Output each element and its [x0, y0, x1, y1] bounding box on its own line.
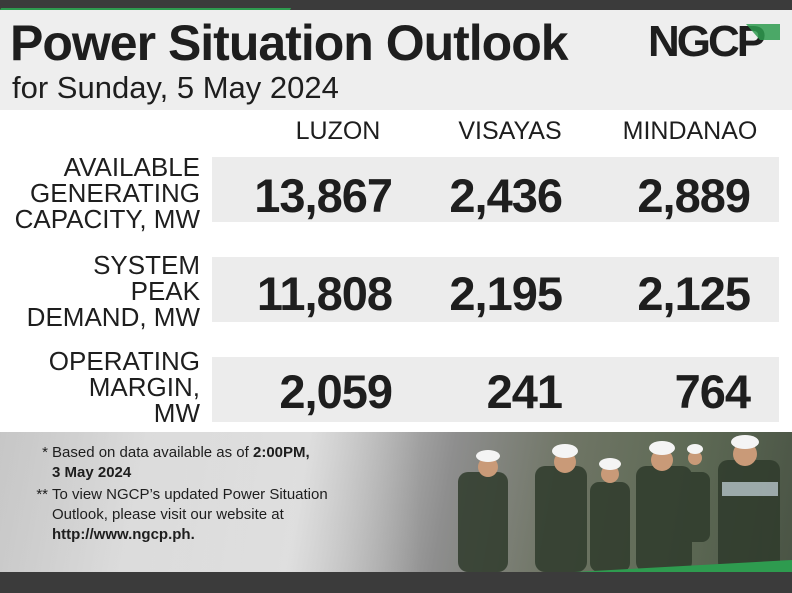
value-margin-mindanao: 764	[674, 365, 751, 418]
top-bar	[0, 0, 792, 10]
value-margin-luzon: 2,059	[279, 365, 393, 418]
row-label-operating-margin: OPERATING MARGIN, MW	[0, 348, 200, 426]
bottom-bar	[0, 572, 792, 593]
column-header-luzon: LUZON	[295, 117, 381, 145]
note-marker: **	[36, 486, 48, 503]
row-label-line: OPERATING	[48, 346, 200, 376]
note-text: To view NGCP’s updated Power Situation	[52, 486, 328, 503]
value-demand-mindanao: 2,125	[637, 267, 751, 320]
value-available-visayas: 2,436	[449, 169, 563, 222]
note-time: 2:00PM,	[252, 444, 310, 461]
note-text: Outlook, please visit our website at	[52, 506, 284, 523]
row-label-line: DEMAND, MW	[26, 302, 200, 332]
note-data-source: * Based on data available as of 2:00PM, 3…	[30, 443, 310, 483]
row-background-available-capacity	[212, 157, 779, 222]
photo-fade-overlay	[0, 432, 420, 572]
value-available-luzon: 13,867	[254, 169, 393, 222]
value-demand-luzon: 11,808	[256, 267, 393, 320]
row-background-operating-margin	[212, 357, 779, 422]
column-header-visayas: VISAYAS	[458, 117, 562, 145]
row-label-available-capacity: AVAILABLE GENERATING CAPACITY, MW	[0, 154, 200, 232]
ngcp-logo: NGCP	[648, 18, 780, 62]
note-marker: *	[42, 444, 48, 461]
row-label-line: GENERATING	[30, 178, 200, 208]
row-background-peak-demand	[212, 257, 779, 322]
column-header-mindanao: MINDANAO	[622, 117, 758, 145]
header-panel	[0, 10, 792, 110]
row-label-line: MARGIN,	[88, 372, 200, 402]
page-subtitle: for Sunday, 5 May 2024	[12, 70, 339, 105]
value-available-mindanao: 2,889	[637, 169, 751, 222]
linemen-photo	[0, 432, 792, 572]
workers-illustration	[458, 435, 780, 572]
website-link[interactable]: http://www.ngcp.ph.	[52, 526, 195, 543]
value-margin-visayas: 241	[486, 365, 563, 418]
value-demand-visayas: 2,195	[449, 267, 563, 320]
row-label-line: AVAILABLE	[63, 152, 200, 182]
row-label-line: CAPACITY, MW	[14, 204, 200, 234]
note-website: ** To view NGCP’s updated Power Situation…	[30, 485, 328, 545]
note-text: Based on data available as of	[52, 444, 253, 461]
row-label-peak-demand: SYSTEM PEAK DEMAND, MW	[0, 252, 200, 330]
note-date: 3 May 2024	[52, 464, 132, 481]
row-label-line: MW	[153, 398, 200, 428]
page-title: Power Situation Outlook	[10, 15, 569, 71]
row-label-line: SYSTEM	[93, 250, 200, 280]
row-label-line: PEAK	[130, 276, 200, 306]
